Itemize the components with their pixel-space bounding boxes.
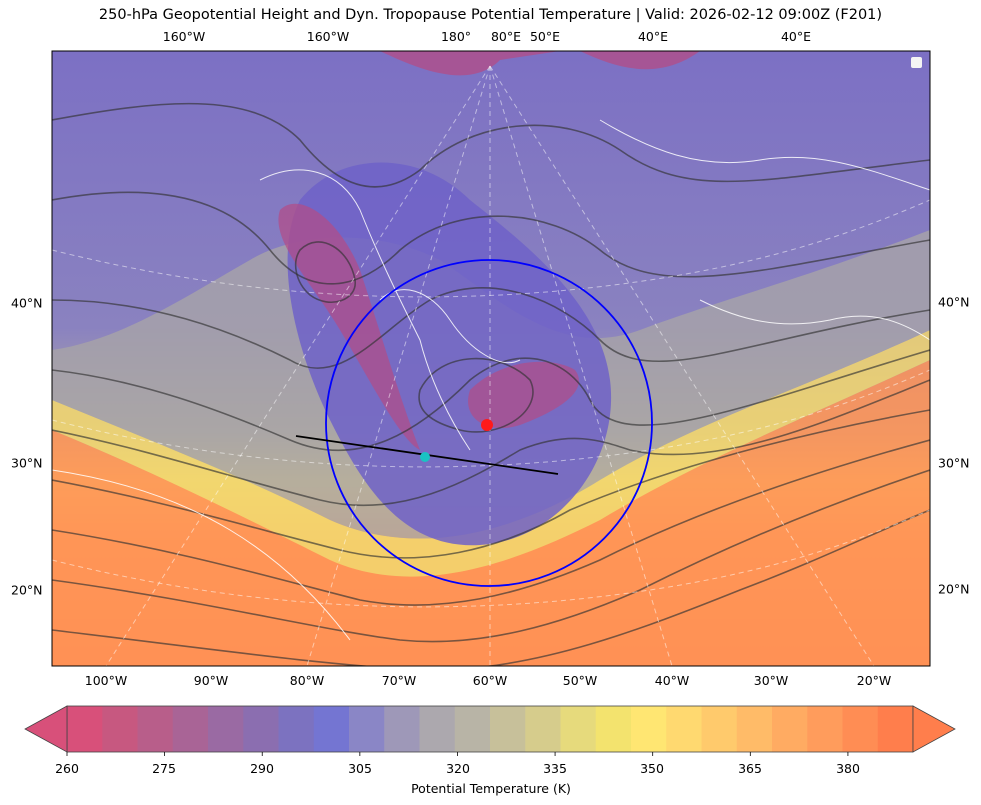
- map-plot-area: [52, 51, 930, 666]
- bottom-lon-label: 40°W: [654, 673, 690, 688]
- right-lat-label: 40°N: [938, 294, 970, 310]
- bottom-lon-label: 60°W: [472, 673, 508, 688]
- cold-core-north: [380, 51, 700, 76]
- colorbar-label: Potential Temperature (K): [411, 781, 571, 796]
- right-lat-label: 30°N: [938, 455, 970, 471]
- top-lon-label: 40°E: [780, 29, 812, 44]
- colorbar-tick-label: 350: [640, 761, 664, 776]
- coastlines: [52, 119, 930, 641]
- graticule: [52, 65, 930, 666]
- colorbar-tick-label: 275: [152, 761, 176, 776]
- trough-region: [287, 162, 612, 546]
- bottom-lon-label: 30°W: [753, 673, 789, 688]
- chart-title: 250-hPa Geopotential Height and Dyn. Tro…: [98, 7, 883, 23]
- top-lon-label: 160°W: [162, 29, 206, 44]
- warm-air-region: [52, 360, 930, 666]
- colorbar-tick-label: 380: [836, 761, 860, 776]
- transition-band: [52, 330, 930, 577]
- red-center-point: [481, 419, 493, 431]
- top-lon-label: 180°: [440, 29, 472, 44]
- cyan-point: [420, 452, 430, 462]
- colorbar-tick-label: 365: [738, 761, 762, 776]
- top-lon-label: 40°E: [637, 29, 669, 44]
- bottom-lon-label: 100°W: [84, 673, 128, 688]
- cold-core-west: [278, 203, 420, 450]
- colorbar-tick-label: 305: [348, 761, 372, 776]
- bottom-lon-label: 90°W: [193, 673, 229, 688]
- bottom-lon-label: 70°W: [381, 673, 417, 688]
- radius-circle: [325, 259, 653, 587]
- right-lat-label: 20°N: [938, 581, 970, 597]
- bottom-lon-label: 50°W: [562, 673, 598, 688]
- left-lat-label: 30°N: [11, 455, 43, 471]
- map-frame: [51, 50, 931, 667]
- colorbar-tick-label: 320: [446, 761, 470, 776]
- left-lat-label: 20°N: [11, 582, 43, 598]
- top-lon-label: 160°W: [306, 29, 350, 44]
- bottom-lon-label: 20°W: [856, 673, 892, 688]
- colorbar-tick-label: 290: [250, 761, 274, 776]
- left-lat-label: 40°N: [11, 295, 43, 311]
- cold-core-center: [468, 361, 579, 429]
- colorbar-tick-label: 335: [543, 761, 567, 776]
- legend-marker: [911, 57, 922, 68]
- top-lon-label: 50°E: [529, 29, 561, 44]
- top-lon-label: 80°E: [490, 29, 522, 44]
- colorbar-tick-label: 260: [55, 761, 79, 776]
- bottom-lon-label: 80°W: [289, 673, 325, 688]
- height-contours: [52, 102, 930, 666]
